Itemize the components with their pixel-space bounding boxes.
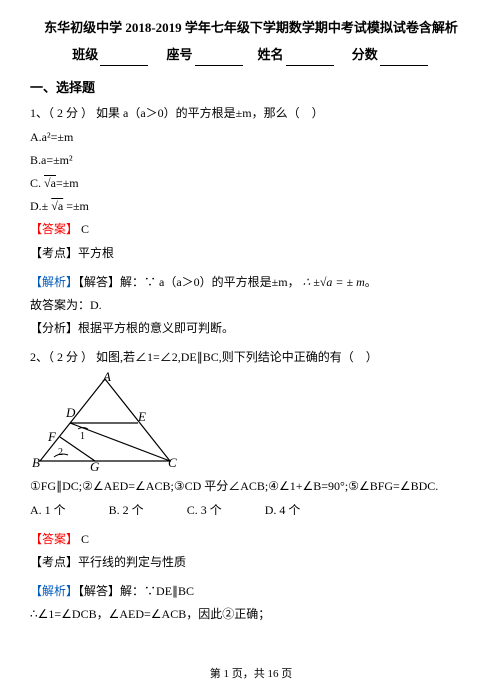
- q1-opt-a: A.a²=±m: [30, 128, 472, 147]
- q1-opt-d-prefix: D.±: [30, 199, 51, 213]
- label-b: B: [32, 455, 40, 470]
- class-blank[interactable]: [100, 52, 148, 66]
- q1-analysis: 【分析】根据平方根的意义即可判断。: [30, 319, 472, 338]
- line-fg: [60, 437, 95, 461]
- q2-figure: A B C D E F G 1 2: [30, 371, 180, 471]
- q2-explanation-2: ∴∠1=∠DCB，∠AED=∠ACB，因此②正确；: [30, 605, 472, 624]
- q2-opt-d: D. 4 个: [265, 503, 301, 517]
- label-c: C: [168, 455, 177, 470]
- answer-value: C: [81, 222, 89, 236]
- expl-text1: 解：∵DE∥BC: [120, 584, 194, 598]
- q1-opt-c-prefix: C.: [30, 176, 44, 190]
- class-label: 班级: [72, 47, 98, 62]
- point-label: 【考点】: [30, 246, 78, 260]
- label-a: A: [102, 371, 111, 384]
- expl-text1: 解：∵ a（a＞0）的平方根是±m，: [120, 275, 300, 289]
- seat-blank[interactable]: [195, 52, 243, 66]
- label-1: 1: [80, 431, 85, 442]
- answer-value: C: [81, 532, 89, 546]
- name-blank[interactable]: [286, 52, 334, 66]
- q2-opt-c: C. 3 个: [187, 503, 222, 517]
- point-label: 【考点】: [30, 555, 78, 569]
- q1-opt-c-suffix: =±m: [56, 176, 79, 190]
- expl-dot: 。: [365, 275, 377, 289]
- q2-answer: 【答案】 C: [30, 530, 472, 549]
- expl-label: 【解析】: [30, 275, 78, 289]
- q1-opt-d-math: √a: [51, 199, 63, 213]
- section-1-header: 一、选择题: [30, 78, 472, 99]
- expl-math: ∴ ±√a = ± m: [303, 275, 365, 289]
- name-label: 姓名: [258, 47, 284, 62]
- q1-answer: 【答案】 C: [30, 220, 472, 239]
- q2-opt-b: B. 2 个: [109, 503, 144, 517]
- q1-explanation-2: 故答案为：D.: [30, 296, 472, 315]
- q1-explanation-1: 【解析】【解答】解：∵ a（a＞0）的平方根是±m， ∴ ±√a = ± m。: [30, 273, 472, 292]
- q1-point: 【考点】平方根: [30, 244, 472, 263]
- analysis-text: 根据平方根的意义即可判断。: [78, 321, 234, 335]
- point-value: 平方根: [78, 246, 114, 260]
- answer-label: 【答案】: [30, 532, 78, 546]
- q2-opt-a: A. 1 个: [30, 503, 66, 517]
- seat-label: 座号: [166, 47, 192, 62]
- expl-label: 【解析】: [30, 584, 78, 598]
- q2-options: A. 1 个 B. 2 个 C. 3 个 D. 4 个: [30, 501, 472, 520]
- expl-ans-label: 【解答】: [78, 584, 120, 598]
- q1-opt-b: B.a=±m²: [30, 151, 472, 170]
- q2-point: 【考点】平行线的判定与性质: [30, 553, 472, 572]
- label-f: F: [47, 429, 57, 444]
- q1-opt-c-math: √a: [44, 176, 56, 190]
- point-value: 平行线的判定与性质: [78, 555, 186, 569]
- q2-explanation-1: 【解析】【解答】解：∵DE∥BC: [30, 582, 472, 601]
- score-label: 分数: [352, 47, 378, 62]
- header-fields: 班级 座号 姓名 分数: [30, 45, 472, 66]
- label-g: G: [90, 459, 100, 471]
- q1-opt-d: D.± √a =±m: [30, 197, 472, 216]
- label-d: D: [65, 405, 76, 420]
- q2-statements: ①FG∥DC;②∠AED=∠ACB;③CD 平分∠ACB;④∠1+∠B=90°;…: [30, 477, 472, 496]
- score-blank[interactable]: [380, 52, 428, 66]
- answer-label: 【答案】: [30, 222, 78, 236]
- q1-opt-c: C. √a=±m: [30, 174, 472, 193]
- q1-stem: 1、（ 2 分 ） 如果 a（a＞0）的平方根是±m，那么（ ）: [30, 104, 472, 123]
- analysis-label: 【分析】: [30, 321, 78, 335]
- expl-ans-label: 【解答】: [78, 275, 120, 289]
- page-title: 东华初级中学 2018-2019 学年七年级下学期数学期中考试模拟试卷含解析: [30, 18, 472, 39]
- page-footer: 第 1 页，共 16 页: [0, 666, 502, 684]
- label-2: 2: [58, 447, 63, 458]
- q1-opt-d-suffix: =±m: [63, 199, 89, 213]
- q2-stem: 2、（ 2 分 ） 如图,若∠1=∠2,DE∥BC,则下列结论中正确的有（ ）: [30, 348, 472, 367]
- label-e: E: [137, 409, 146, 424]
